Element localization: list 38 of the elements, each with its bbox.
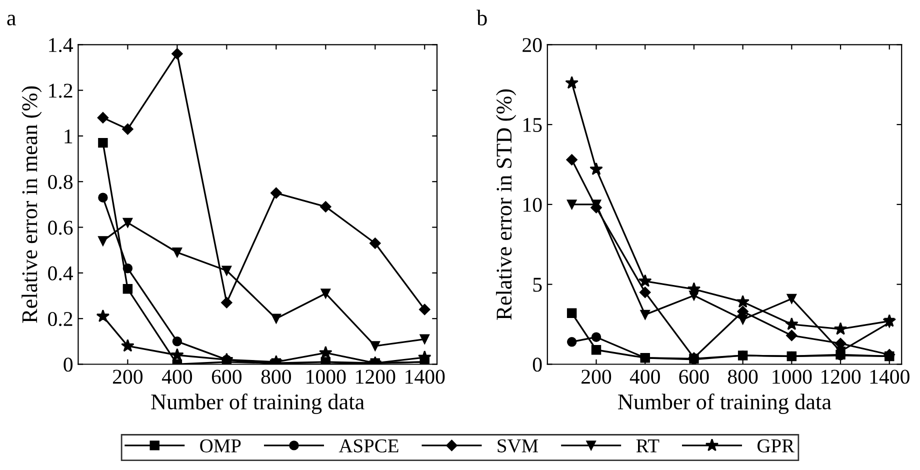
x-tick-label: 400	[162, 370, 192, 384]
chart-title: a	[7, 14, 16, 26]
x-tick-label: 800	[728, 370, 758, 384]
x-tick-label: 200	[582, 370, 612, 384]
y-tick-label: 15	[524, 118, 542, 132]
y-tick-label: 0.6	[48, 220, 73, 235]
y-tick-label: 0.8	[48, 174, 73, 190]
y-tick-label: 5	[533, 278, 542, 292]
x-tick-label: 1400	[870, 370, 910, 384]
y-tick-label: 0.4	[48, 266, 74, 280]
x-tick-label: 600	[212, 370, 242, 384]
x-axis-title: Number of training data	[618, 394, 832, 414]
x-tick-label: 200	[112, 370, 143, 384]
legend-label: GPR	[758, 439, 795, 452]
x-tick-label: 1200	[356, 370, 396, 384]
y-tick-label: 0.2	[48, 312, 72, 326]
y-axis-title: Relative error in STD (%)	[496, 89, 516, 320]
x-tick-label: 1000	[772, 370, 812, 384]
x-tick-label: 1000	[306, 370, 346, 384]
y-axis-title: Relative error in mean (%)	[22, 86, 42, 323]
x-tick-label: 600	[679, 370, 709, 384]
y-tick-label: 0	[64, 358, 73, 372]
chart-title: b	[476, 10, 487, 26]
y-tick-label: 0	[532, 358, 542, 372]
legend-label: RT	[636, 440, 660, 452]
legend-label: SVM	[498, 439, 538, 453]
x-tick-label: 400	[630, 370, 660, 384]
y-tick-label: 1	[64, 129, 72, 144]
y-tick-label: 10	[524, 198, 542, 212]
y-tick-label: 1.2	[49, 84, 72, 98]
x-tick-label: 1200	[822, 370, 861, 384]
y-tick-label: 1.4	[49, 38, 74, 52]
x-axis-title: Number of training data	[151, 394, 364, 414]
legend-label: ASPCE	[338, 439, 398, 452]
x-tick-label: 1400	[406, 370, 445, 384]
y-tick-label: 20	[522, 38, 542, 52]
x-tick-label: 800	[261, 370, 291, 384]
legend-label: OMP	[200, 439, 241, 452]
